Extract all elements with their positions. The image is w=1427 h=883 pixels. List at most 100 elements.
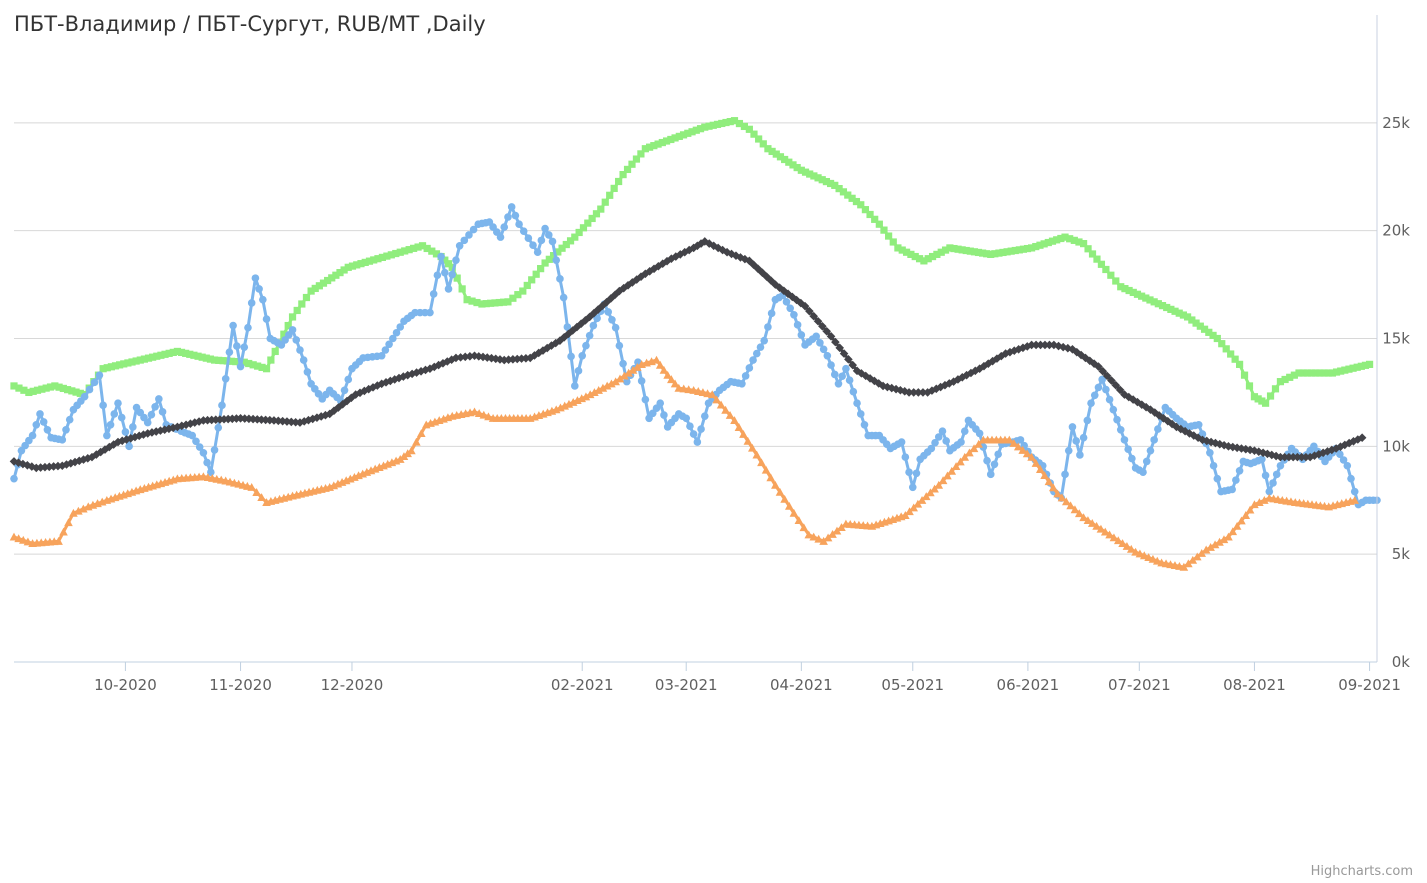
series-point[interactable] [210,356,219,364]
series-point[interactable] [775,283,784,292]
series-point[interactable] [265,415,275,425]
series-point[interactable] [604,308,613,316]
series-point[interactable] [601,198,609,206]
series-point[interactable] [755,135,763,143]
series-point[interactable] [1072,347,1082,357]
series-point[interactable] [946,244,954,252]
series-point[interactable] [547,341,556,350]
series-point[interactable] [458,285,466,293]
series-point[interactable] [433,271,442,280]
series-point[interactable] [1053,236,1061,244]
series-point[interactable] [1102,371,1112,381]
series-point[interactable] [1213,334,1221,343]
series-point[interactable] [938,427,947,436]
series-point[interactable] [218,401,226,410]
series-point[interactable] [55,383,63,391]
series-point[interactable] [1269,479,1277,487]
series-point[interactable] [202,354,210,362]
series-point[interactable] [1167,305,1175,313]
series-point[interactable] [99,401,107,410]
series-point[interactable] [149,353,157,361]
series-point[interactable] [1194,420,1203,429]
series-point[interactable] [1125,286,1133,295]
series-point[interactable] [278,416,287,426]
series-point[interactable] [567,352,575,361]
series-point[interactable] [122,435,131,444]
series-point[interactable] [251,274,260,282]
series-point[interactable] [1126,544,1136,553]
series-point[interactable] [834,379,843,388]
series-point[interactable] [1175,309,1183,317]
series-point[interactable] [804,530,814,539]
series-point[interactable] [474,409,484,418]
series-point[interactable] [111,362,120,370]
series-point[interactable] [768,147,776,156]
series-point[interactable] [682,414,691,423]
series-point[interactable] [1027,452,1036,461]
series-point[interactable] [158,408,167,416]
series-point[interactable] [496,233,505,241]
series-point[interactable] [79,504,88,513]
series-point[interactable] [1337,367,1345,375]
series-point[interactable] [1113,415,1121,424]
series-point[interactable] [514,291,522,299]
series-point[interactable] [623,165,632,174]
series-point[interactable] [292,336,301,344]
series-point[interactable] [766,473,776,482]
series-point[interactable] [1192,552,1202,561]
series-point[interactable] [793,321,802,329]
series-point[interactable] [288,313,297,321]
series-point[interactable] [721,405,730,414]
series-point[interactable] [62,425,70,434]
series-point[interactable] [1349,437,1358,446]
series-point[interactable] [740,122,748,131]
series-point[interactable] [1209,331,1217,340]
series-point[interactable] [941,246,950,254]
series-point[interactable] [1209,461,1218,470]
series-point[interactable] [716,400,726,409]
series-point[interactable] [42,384,50,392]
series-point[interactable] [597,205,605,213]
series-point[interactable] [523,281,531,290]
series-point[interactable] [198,353,206,361]
series-point[interactable] [199,449,208,457]
series-point[interactable] [72,388,80,396]
series-point[interactable] [1154,425,1162,433]
series-point[interactable] [64,518,73,527]
series-point[interactable] [592,210,601,218]
series-point[interactable] [1295,369,1303,377]
series-point[interactable] [924,255,932,263]
series-point[interactable] [563,323,572,331]
series-point[interactable] [1231,355,1239,363]
series-point[interactable] [344,263,352,271]
series-point[interactable] [143,429,153,438]
series-point[interactable] [554,248,562,256]
series-point[interactable] [1350,495,1360,504]
series-point[interactable] [1122,541,1132,550]
series-point[interactable] [1013,442,1023,451]
series-point[interactable] [748,443,757,452]
series-point[interactable] [504,298,512,306]
series-point[interactable] [1068,423,1077,431]
series-point[interactable] [20,386,28,394]
series-point[interactable] [1113,536,1123,545]
series-point[interactable] [659,365,669,374]
series-point[interactable] [59,527,68,536]
series-point[interactable] [957,438,965,446]
series-point[interactable] [252,488,261,496]
series-point[interactable] [262,365,271,373]
series-point[interactable] [1107,376,1116,385]
series-point[interactable] [147,410,156,419]
series-point[interactable] [351,390,360,399]
series-point[interactable] [482,353,492,362]
series-point[interactable] [160,425,169,434]
series-point[interactable] [874,379,884,388]
series-point[interactable] [637,377,646,385]
series-point[interactable] [491,354,501,364]
series-point[interactable] [194,417,204,426]
series-point[interactable] [619,283,628,293]
series-point[interactable] [1040,340,1050,350]
series-point[interactable] [1237,444,1246,453]
series-point[interactable] [835,185,843,193]
series-point[interactable] [392,249,400,258]
